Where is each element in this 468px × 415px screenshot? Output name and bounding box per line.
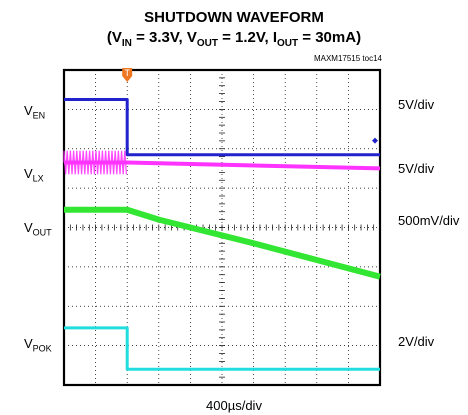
subtitle-part: IN — [121, 38, 132, 49]
figure-tag: MAXM17515 toc14 — [313, 54, 382, 63]
subtitle-part: (V — [106, 29, 122, 46]
level-marker-icon — [372, 137, 378, 144]
subtitle-part: = 3.3V, V — [131, 29, 197, 46]
scale-vpok: 2V/div — [398, 334, 435, 349]
trace-vpok — [64, 326, 380, 371]
trace-vlx-switching — [63, 150, 127, 175]
x-scale-label: 400µs/div — [206, 398, 262, 413]
trace-vlx — [64, 160, 381, 171]
trace-ven — [64, 98, 380, 157]
label-vpok: VPOK — [24, 336, 52, 354]
label-ven: VEN — [24, 103, 46, 121]
subtitle-part: = 30mA) — [298, 29, 362, 46]
scale-vlx: 5V/div — [398, 161, 435, 176]
trace-vout — [64, 206, 381, 280]
chart-subtitle: (VIN = 3.3V, VOUT = 1.2V, IOUT = 30mA) — [0, 29, 468, 49]
trigger-marker-label: T — [124, 68, 130, 78]
subtitle-part: = 1.2V, I — [217, 29, 278, 46]
label-vlx: VLX — [24, 166, 44, 184]
trigger-marker — [122, 68, 133, 82]
subtitle-part: OUT — [277, 38, 299, 49]
subtitle-part: OUT — [196, 38, 218, 49]
chart-title: SHUTDOWN WAVEFORM — [144, 9, 324, 26]
label-vout: VOUT — [24, 220, 52, 238]
scale-ven: 5V/div — [398, 97, 435, 112]
scale-vout: 500mV/div — [398, 213, 460, 228]
